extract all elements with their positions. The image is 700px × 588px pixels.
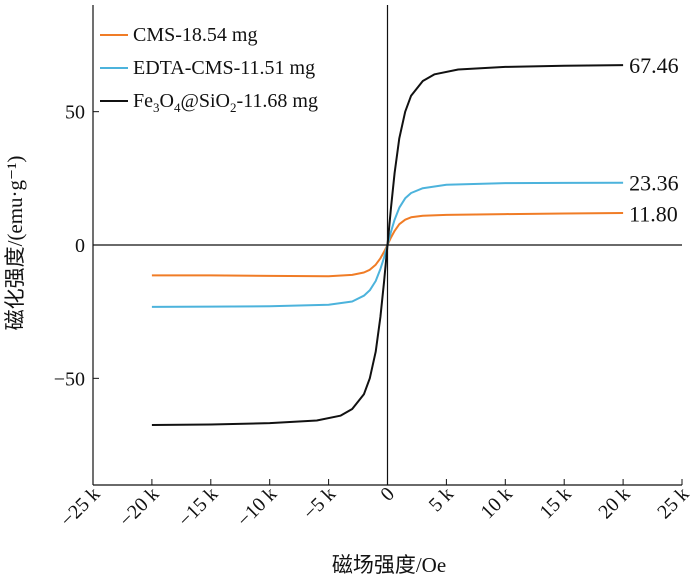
x-tick-label: −20 k — [115, 483, 163, 531]
y-axis-title: 磁化强度/(emu·g⁻¹) — [3, 156, 27, 331]
x-tick-label: 25 k — [653, 483, 693, 523]
legend-label-cms: CMS-18.54 mg — [133, 24, 257, 46]
y-tick-label: −50 — [54, 368, 85, 390]
x-tick-label: −15 k — [174, 483, 222, 531]
legend-label-fe3o4-sio2: Fe3O4@SiO2-11.68 mg — [133, 90, 318, 115]
y-tick-label: 50 — [65, 102, 85, 124]
x-tick-label: 20 k — [594, 483, 634, 523]
x-tick-label: 5 k — [425, 483, 458, 516]
value-label-edta-cms: 23.36 — [629, 171, 679, 196]
x-tick-label: −25 k — [56, 483, 104, 531]
x-axis-title: 磁场强度/Oe — [332, 553, 446, 577]
x-tick-label: 15 k — [535, 483, 575, 523]
y-tick-label: 0 — [75, 235, 85, 257]
x-tick-label: −5 k — [299, 483, 340, 524]
x-tick-label: 10 k — [477, 483, 517, 523]
legend-label-edta-cms: EDTA-CMS-11.51 mg — [133, 57, 315, 79]
value-label-cms: 11.80 — [629, 202, 678, 227]
value-label-fe3o4-sio2: 67.46 — [629, 53, 679, 78]
x-tick-label: −10 k — [233, 483, 281, 531]
x-tick-label: 0 — [376, 483, 399, 506]
axis-layer: −25 k −20 k −15 k −10 k −5 k 0 5 k 10 k 15 k 20 k… — [54, 5, 694, 531]
legend: CMS-18.54 mg EDTA-CMS-11.51 mg Fe3O4@SiO… — [100, 24, 318, 115]
